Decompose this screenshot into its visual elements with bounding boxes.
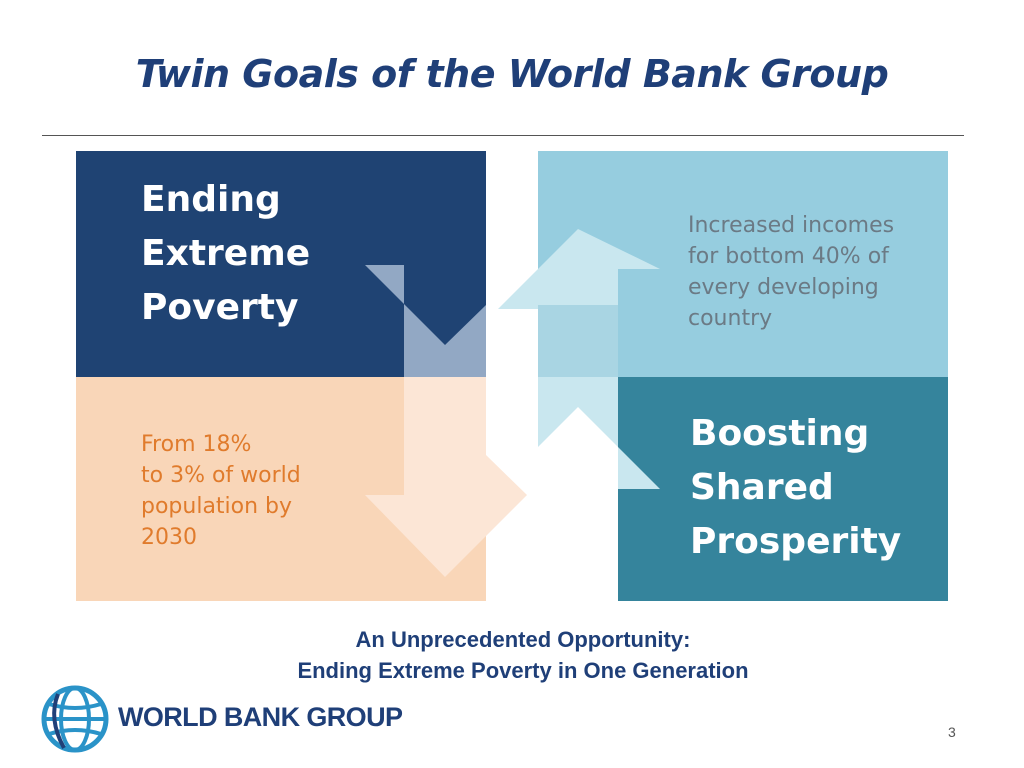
detail-line: population by [141,494,293,519]
up-arrow-band [538,305,618,377]
income-target-text: Increased incomes for bottom 40% of ever… [688,210,894,334]
down-arrow-lower [365,377,527,577]
detail-line: for bottom 40% of [688,244,889,269]
title-divider [42,135,964,136]
poverty-target-text: From 18% to 3% of world population by 20… [141,429,301,553]
heading-line: Prosperity [690,521,902,562]
detail-line: every developing [688,275,879,300]
globe-icon [41,685,109,753]
subtitle-line-1: An Unprecedented Opportunity: [355,627,691,652]
detail-line: Increased incomes [688,213,895,238]
heading-line: Shared [690,467,834,508]
down-arrow-band [365,265,486,377]
subtitle: An Unprecedented Opportunity: Ending Ext… [0,624,1024,686]
slide-title: Twin Goals of the World Bank Group [135,52,889,96]
heading-line: Poverty [141,287,299,328]
ending-poverty-heading: Ending Extreme Poverty [141,173,310,335]
subtitle-line-2: Ending Extreme Poverty in One Generation [297,658,749,683]
logo-wordmark: WORLD BANK GROUP [118,702,403,732]
down-arrow-upper [365,151,486,345]
boosting-prosperity-panel [618,377,948,601]
page-number: 3 [948,724,956,740]
heading-line: Ending [141,179,281,220]
up-arrow-lower [538,377,660,489]
detail-line: From 18% [141,432,252,457]
detail-line: country [688,306,773,331]
up-arrow-upper [498,229,660,309]
heading-line: Extreme [141,233,311,274]
boosting-prosperity-heading: Boosting Shared Prosperity [690,407,901,569]
heading-line: Boosting [690,413,870,454]
detail-line: to 3% of world [141,463,301,488]
detail-line: 2030 [141,525,197,550]
